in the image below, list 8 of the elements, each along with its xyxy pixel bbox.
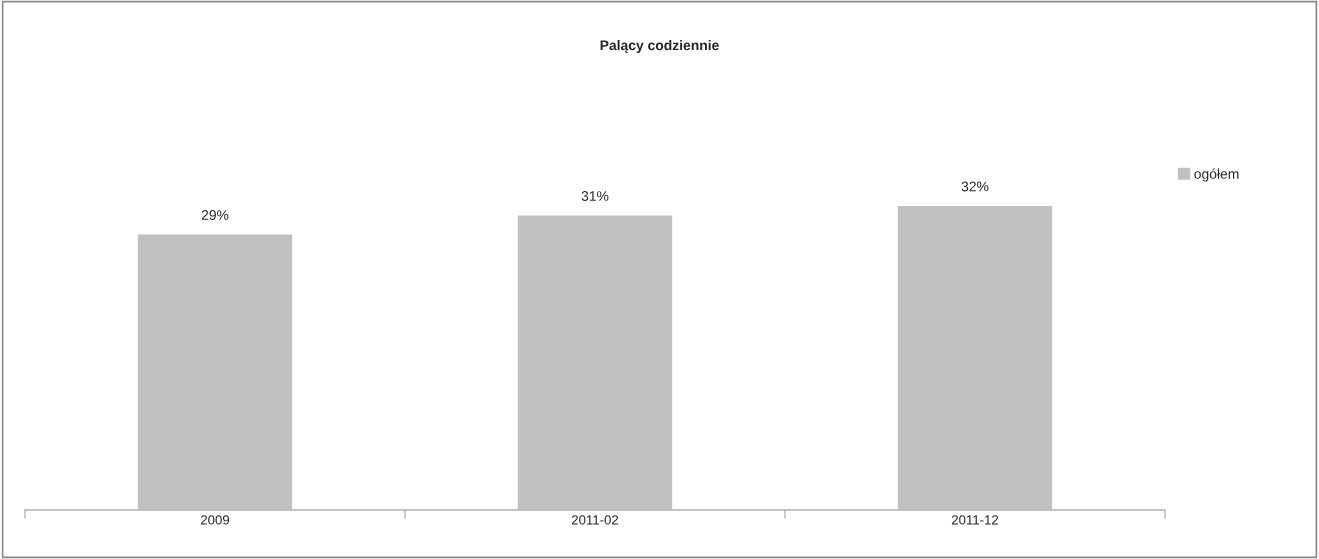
x-tick-label: 2011-02 <box>571 515 619 525</box>
chart-title: Palący codziennie <box>600 40 719 53</box>
data-label: 29% <box>201 210 229 220</box>
x-tick-label: 2009 <box>200 515 230 525</box>
data-label: 31% <box>581 191 609 201</box>
data-label: 32% <box>961 181 989 192</box>
x-tick-label: 2011-12 <box>951 515 999 525</box>
legend-label: ogółem <box>1194 168 1239 182</box>
